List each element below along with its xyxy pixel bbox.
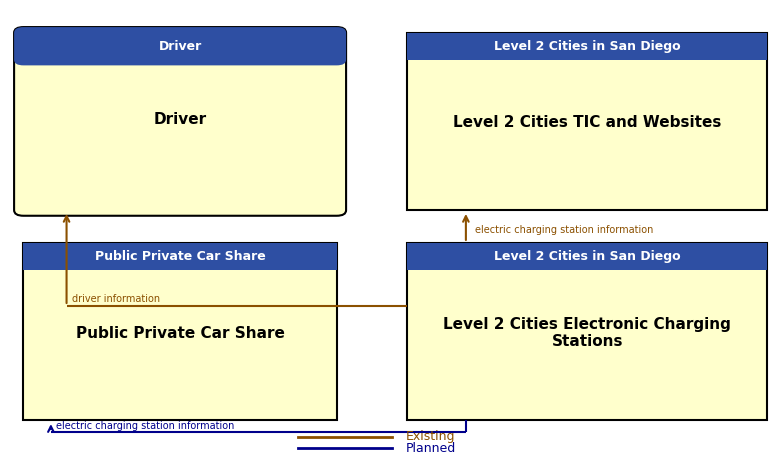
FancyBboxPatch shape: [14, 27, 346, 65]
Text: Public Private Car Share: Public Private Car Share: [76, 325, 284, 340]
Text: Driver: Driver: [153, 113, 207, 127]
Bar: [23, 243, 337, 420]
Text: Level 2 Cities in San Diego: Level 2 Cities in San Diego: [494, 250, 680, 263]
Text: Planned: Planned: [406, 442, 456, 455]
Text: Public Private Car Share: Public Private Car Share: [95, 250, 265, 263]
Text: electric charging station information: electric charging station information: [56, 421, 235, 431]
Bar: [407, 33, 767, 60]
Bar: [407, 243, 767, 420]
FancyBboxPatch shape: [14, 27, 346, 216]
Text: Level 2 Cities in San Diego: Level 2 Cities in San Diego: [494, 40, 680, 53]
Bar: [407, 243, 767, 270]
Text: electric charging station information: electric charging station information: [475, 225, 654, 235]
Text: Driver: Driver: [158, 40, 202, 53]
Text: driver information: driver information: [72, 294, 161, 304]
Bar: [23, 243, 337, 270]
Bar: [23, 48, 337, 60]
Text: Level 2 Cities TIC and Websites: Level 2 Cities TIC and Websites: [453, 115, 721, 130]
Text: Level 2 Cities Electronic Charging
Stations: Level 2 Cities Electronic Charging Stati…: [443, 317, 731, 349]
Text: Existing: Existing: [406, 430, 455, 443]
Bar: [407, 33, 767, 210]
